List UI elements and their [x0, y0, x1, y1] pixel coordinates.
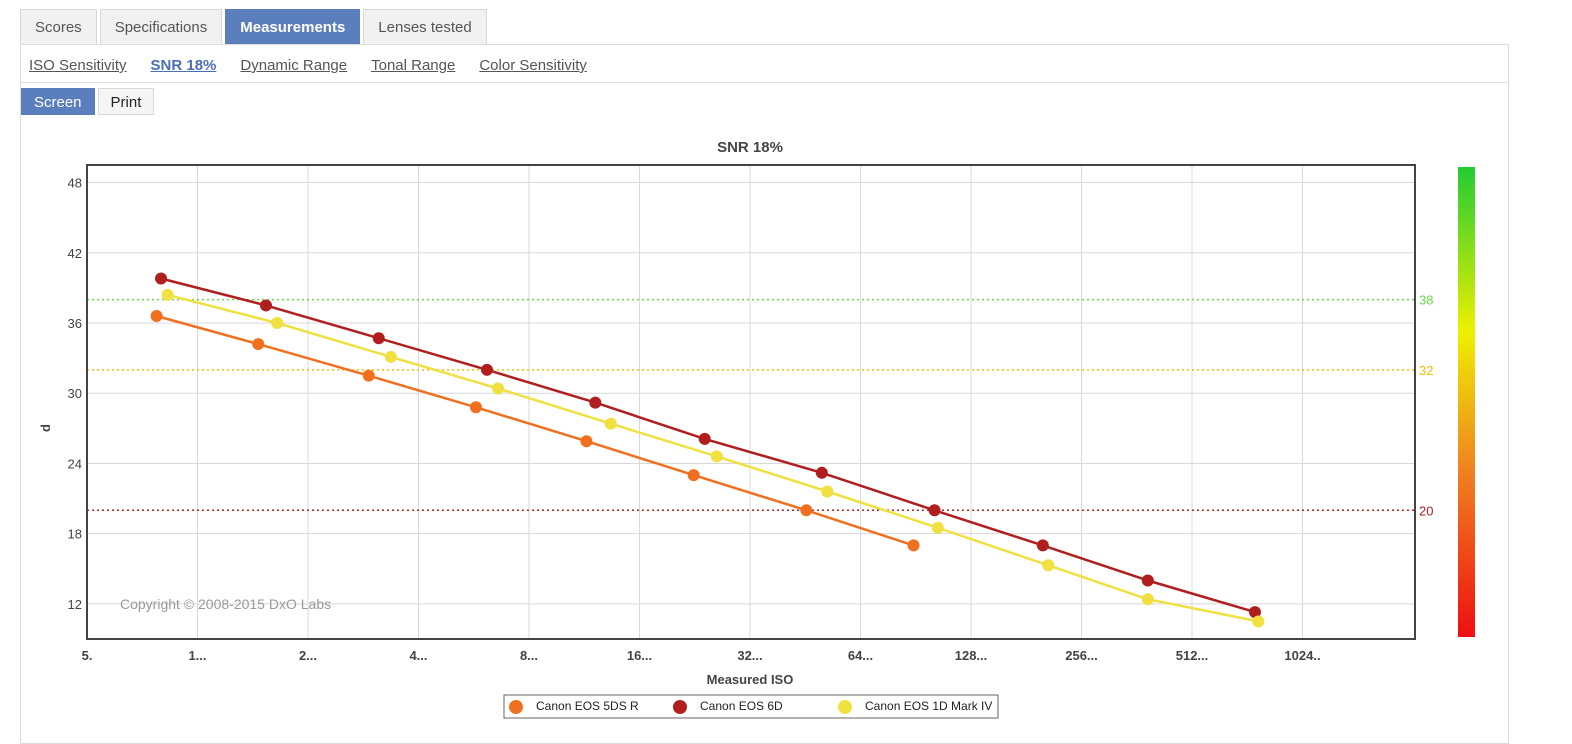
data-point: [481, 363, 494, 376]
color-scale-bar: [1458, 167, 1475, 637]
data-point: [687, 469, 700, 482]
data-point: [931, 521, 944, 534]
reference-line-label: 32: [1419, 363, 1433, 378]
x-tick-label: 4...: [409, 648, 427, 663]
legend-label: Canon EOS 5DS R: [536, 699, 639, 713]
tab-specifications[interactable]: Specifications: [99, 9, 223, 44]
x-tick-label: 8...: [520, 648, 538, 663]
tab-scores[interactable]: Scores: [20, 9, 97, 44]
measurements-panel: ISO Sensitivity SNR 18% Dynamic Range To…: [20, 44, 1509, 744]
subnav-dynamic-range[interactable]: Dynamic Range: [240, 57, 348, 74]
data-point: [710, 450, 723, 463]
data-point: [928, 504, 941, 517]
x-tick-label: 64...: [848, 648, 873, 663]
data-point: [1141, 593, 1154, 606]
legend-marker: [509, 700, 523, 714]
data-series: [150, 272, 1265, 628]
chart-title: SNR 18%: [717, 139, 783, 156]
data-point: [384, 350, 397, 363]
tab-bar: Scores Specifications Measurements Lense…: [20, 9, 490, 45]
data-point: [821, 485, 834, 498]
data-point: [155, 272, 168, 285]
x-tick-labels: 5. 1... 2... 4... 8... 16... 32... 64... 128... 2…: [82, 648, 1321, 663]
mode-screen-button[interactable]: Screen: [21, 88, 95, 115]
x-axis-label: Measured ISO: [707, 672, 794, 687]
data-point: [589, 396, 602, 409]
legend-box: [503, 694, 999, 719]
subnav-color-sensitivity[interactable]: Color Sensitivity: [479, 57, 587, 74]
subnav-tonal-range[interactable]: Tonal Range: [371, 57, 456, 74]
series-line: [156, 314, 914, 547]
y-tick-label: 36: [68, 316, 82, 331]
data-point: [698, 432, 711, 445]
mode-print-button[interactable]: Print: [97, 88, 155, 115]
legend-marker: [838, 700, 852, 714]
reference-line-label: 20: [1419, 503, 1433, 518]
x-tick-label: 128...: [955, 648, 988, 663]
data-point: [469, 401, 482, 414]
data-point: [1042, 559, 1055, 572]
legend-label: Canon EOS 1D Mark IV: [865, 699, 992, 713]
subnav-snr-18[interactable]: SNR 18%: [150, 57, 217, 74]
data-point: [907, 539, 920, 552]
y-tick-label: 24: [68, 456, 82, 471]
x-tick-label: 512...: [1176, 648, 1209, 663]
tab-measurements[interactable]: Measurements: [225, 9, 361, 44]
y-tick-label: 42: [68, 246, 82, 261]
data-point: [161, 288, 174, 301]
data-point: [1036, 539, 1049, 552]
copyright-text: Copyright © 2008-2015 DxO Labs: [120, 596, 331, 612]
tab-lenses-tested[interactable]: Lenses tested: [363, 9, 487, 44]
plot-border: [86, 164, 1416, 640]
data-point: [815, 466, 828, 479]
data-point: [1252, 615, 1265, 628]
data-point: [604, 417, 617, 430]
legend-label: Canon EOS 6D: [700, 699, 783, 713]
legend-marker: [673, 700, 687, 714]
x-tick-label: 256...: [1065, 648, 1098, 663]
x-tick-label: 1...: [188, 648, 206, 663]
y-tick-label: 12: [68, 597, 82, 612]
y-tick-label: 30: [68, 386, 82, 401]
subnav-iso-sensitivity[interactable]: ISO Sensitivity: [29, 57, 127, 74]
y-tick-label: 48: [68, 176, 82, 191]
data-point: [1248, 606, 1261, 619]
legend: Canon EOS 5DS R Canon EOS 6D Canon EOS 1D …: [503, 694, 999, 719]
reference-lines: 38 32 20: [87, 293, 1433, 518]
data-point: [492, 382, 505, 395]
measurement-subnav: ISO Sensitivity SNR 18% Dynamic Range To…: [29, 57, 611, 74]
display-mode-toggle: Screen Print: [21, 88, 157, 115]
x-tick-label: 32...: [737, 648, 762, 663]
x-tick-label: 1024..: [1284, 648, 1320, 663]
reference-line-label: 38: [1419, 293, 1433, 308]
data-point: [150, 309, 163, 322]
y-tick-labels: 12 18 24 30 36 42 48: [68, 176, 82, 612]
subnav-divider: [21, 82, 1508, 83]
data-point: [372, 332, 385, 345]
data-point: [800, 504, 813, 517]
data-point: [1141, 574, 1154, 587]
data-point: [271, 317, 284, 329]
y-axis-label: d: [38, 424, 53, 432]
y-tick-label: 18: [68, 527, 82, 542]
data-point: [260, 299, 273, 312]
x-tick-label: 2...: [299, 648, 317, 663]
data-point: [580, 435, 593, 448]
series-line: [160, 277, 1256, 614]
grid-lines: [87, 165, 1415, 639]
data-point: [362, 369, 375, 382]
x-tick-label: 5.: [82, 648, 93, 663]
data-point: [252, 338, 265, 351]
x-tick-label: 16...: [627, 648, 652, 663]
